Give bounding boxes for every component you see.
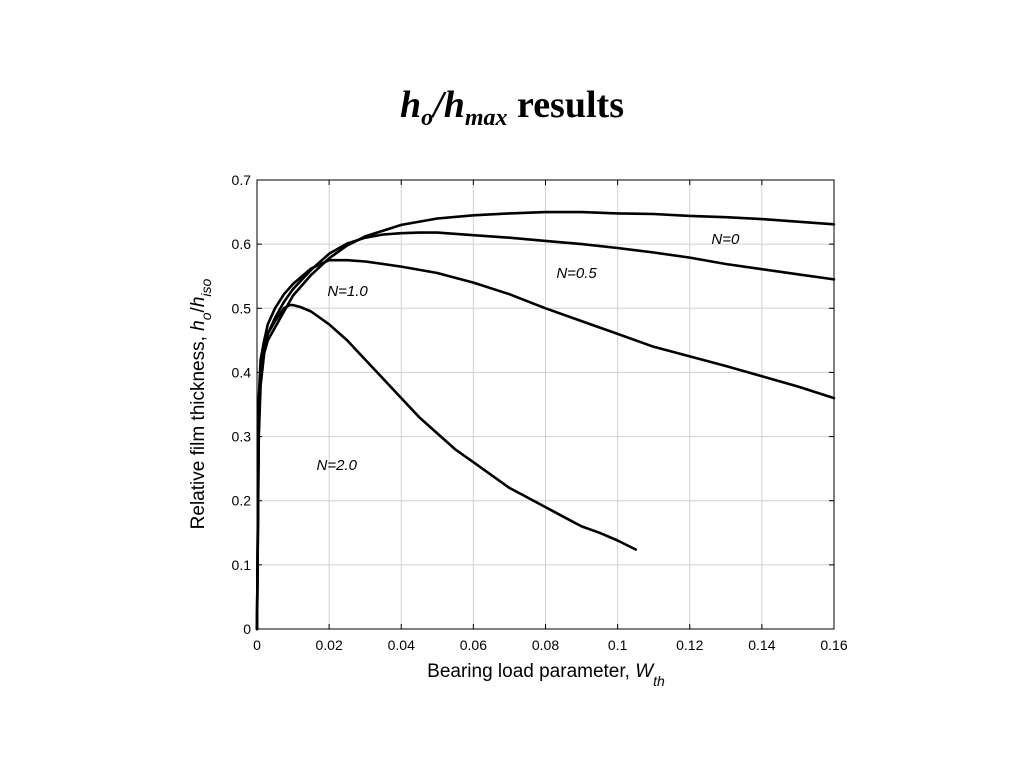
y-tick-label: 0.7	[232, 172, 252, 188]
x-tick-label: 0.14	[748, 637, 775, 653]
y-tick-label: 0.2	[232, 493, 252, 509]
x-tick-label: 0.12	[676, 637, 703, 653]
series-line-1	[255, 210, 836, 631]
y-axis-label-symbol: h	[188, 320, 209, 331]
x-axis-label-symbol: W	[635, 661, 655, 682]
y-tick-labels: 0 0.1 0.2 0.3 0.4 0.5 0.6 0.7	[232, 172, 252, 637]
x-axis-label: Bearing load parameter, Wth	[427, 661, 665, 689]
y-tick-label: 0.4	[232, 364, 252, 380]
x-axis-label-sub: th	[653, 673, 665, 689]
series-line-3	[255, 258, 836, 631]
y-tick-label: 0	[243, 621, 251, 637]
series-annotation-4: N=2.0	[317, 457, 358, 474]
y-tick-label: 0.3	[232, 429, 252, 445]
x-tick-label: 0	[253, 637, 261, 653]
y-axis-label: Relative film thickness, ho/hiso	[188, 278, 214, 529]
series-annotation-3: N=1.0	[327, 283, 368, 300]
series-line-4	[255, 303, 637, 631]
title-rest: results	[507, 84, 624, 126]
x-axis-label-text: Bearing load parameter,	[427, 661, 635, 682]
x-tick-label: 0.06	[460, 637, 487, 653]
title-sub-o: o	[421, 105, 434, 131]
title-sub-max: max	[464, 105, 508, 131]
x-tick-label: 0.02	[316, 637, 343, 653]
y-axis-label-sub2: iso	[198, 278, 214, 296]
series-annotation-1: N=0	[711, 231, 740, 248]
slide-title: ho/hmax results	[0, 84, 1024, 130]
y-tick-label: 0.1	[232, 557, 252, 573]
series-annotation-2: N=0.5	[556, 265, 597, 282]
x-tick-label: 0.08	[532, 637, 559, 653]
x-tick-labels: 0 0.02 0.04 0.06 0.08 0.1 0.12 0.14 0.16	[253, 637, 848, 653]
title-h: h	[400, 84, 422, 126]
y-axis-label-slash: /	[188, 306, 209, 312]
y-axis-label-symbol2: h	[188, 297, 209, 308]
y-axis-label-sub1: o	[198, 312, 214, 320]
title-h2: h	[443, 84, 465, 126]
y-axis-label-text: Relative film thickness,	[188, 331, 209, 530]
y-tick-label: 0.5	[232, 300, 252, 316]
x-tick-label: 0.16	[820, 637, 847, 653]
series-annotations: N=0 N=0.5 N=1.0 N=2.0	[317, 231, 740, 474]
title-slash: /	[433, 84, 444, 126]
x-tick-label: 0.1	[608, 637, 628, 653]
y-tick-label: 0.6	[232, 236, 252, 252]
series-lines	[255, 210, 836, 631]
x-tick-label: 0.04	[388, 637, 415, 653]
